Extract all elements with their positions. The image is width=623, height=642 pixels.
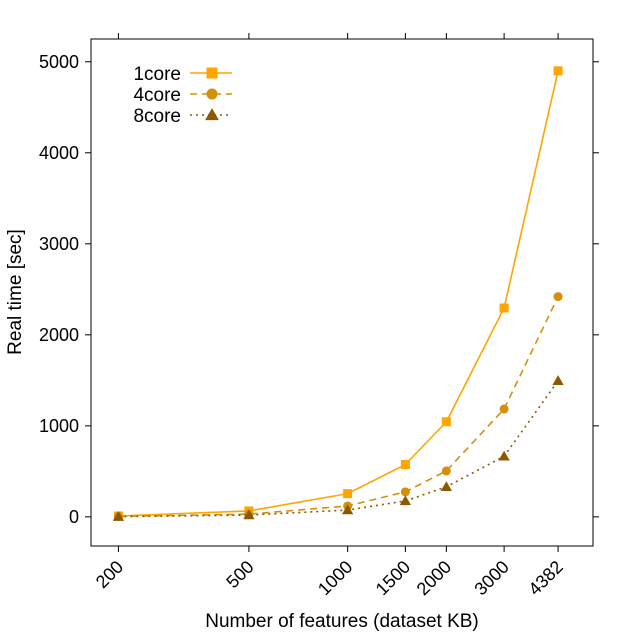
series-layer <box>112 66 564 521</box>
y-tick-label: 1000 <box>39 416 79 436</box>
data-point-1core <box>553 66 563 76</box>
series-1core <box>113 66 563 521</box>
data-point-1core <box>343 489 353 499</box>
plot-frame <box>90 38 594 547</box>
x-tick-label: 1500 <box>372 557 414 599</box>
legend-label: 4core <box>133 85 181 106</box>
legend-label: 1core <box>133 64 181 85</box>
data-point-1core <box>499 303 509 313</box>
data-point-8core <box>243 509 255 520</box>
y-tick-label: 2000 <box>39 325 79 345</box>
data-point-4core <box>400 487 410 497</box>
y-tick-label: 4000 <box>39 143 79 163</box>
x-tick-label: 3000 <box>470 557 512 599</box>
data-point-8core <box>440 481 452 492</box>
y-tick-label: 5000 <box>39 52 79 72</box>
series-line-8core <box>118 380 559 518</box>
data-point-8core <box>112 510 125 521</box>
legend-marker <box>206 67 218 79</box>
data-point-4core <box>441 466 451 476</box>
x-tick-label: 200 <box>92 557 127 592</box>
x-tick-label: 4382 <box>524 557 566 599</box>
y-tick-label: 0 <box>69 507 79 527</box>
legend-marker <box>206 88 218 100</box>
data-point-1core <box>441 417 451 427</box>
data-point-8core <box>552 375 564 386</box>
y-tick-label: 3000 <box>39 234 79 254</box>
x-axis-label: Number of features (dataset KB) <box>205 611 479 632</box>
data-point-4core <box>499 404 509 414</box>
series-line-1core <box>118 70 559 517</box>
x-tick-label: 500 <box>222 557 257 592</box>
legend-marker <box>205 108 219 121</box>
x-tick-label: 1000 <box>314 557 356 599</box>
data-point-8core <box>399 495 412 506</box>
data-point-1core <box>400 460 410 470</box>
legend-label: 8core <box>133 106 181 127</box>
series-8core <box>112 375 564 521</box>
data-point-8core <box>342 504 354 515</box>
y-axis-label: Real time [sec] <box>5 229 26 355</box>
data-point-4core <box>553 292 563 302</box>
x-tick-label: 2000 <box>413 557 455 599</box>
data-point-8core <box>498 450 510 461</box>
series-line-4core <box>118 296 559 518</box>
